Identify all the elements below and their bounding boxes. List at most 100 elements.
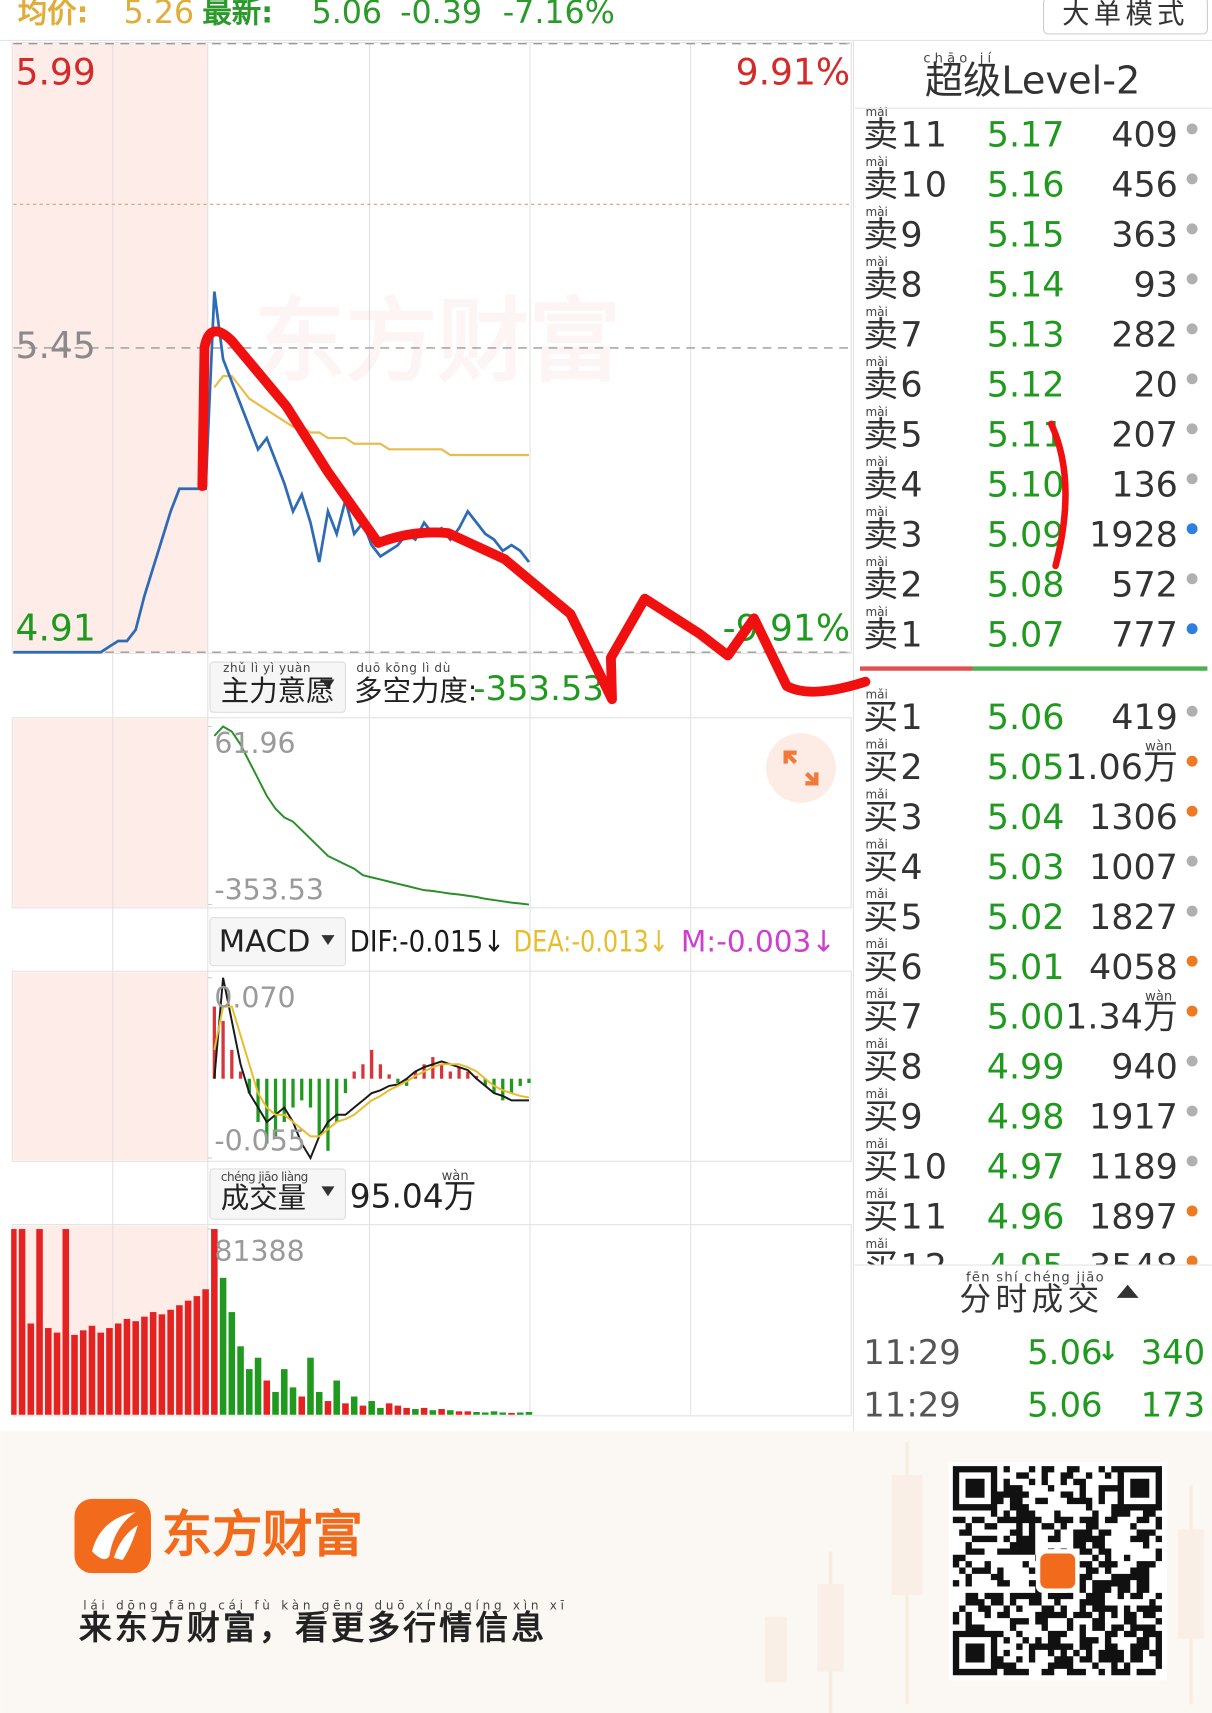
macd-bar: [300, 1078, 304, 1101]
expand-icon: [783, 750, 819, 786]
book-row-dot: [1186, 423, 1198, 435]
macd-bar: [387, 1074, 391, 1079]
book-row-volume: 282: [1111, 315, 1178, 355]
book-row-label: 买10: [863, 1148, 949, 1188]
book-row-label: 买6: [863, 948, 925, 988]
volume-bar: [482, 1412, 489, 1415]
book-row-label: 买2: [863, 748, 925, 788]
book-row-label: 买3: [863, 798, 925, 838]
indicator-line: [213, 725, 530, 906]
volume-bar: [368, 1401, 375, 1415]
indicator-value: -353.53: [473, 669, 604, 708]
volume-bar: [298, 1396, 306, 1415]
brand-logo-mark: [91, 1511, 138, 1561]
qr-code[interactable]: [952, 1466, 1162, 1676]
book-row-label: 买7: [863, 998, 925, 1038]
macd-bar: [457, 1067, 461, 1079]
macd-bar: [212, 1006, 216, 1079]
selector-label: 成交量: [221, 1182, 306, 1215]
macd-bar: [527, 1078, 531, 1084]
volume-bar: [228, 1312, 236, 1415]
book-row-price: 4.95: [987, 1248, 1065, 1288]
macd-bar: [474, 1075, 479, 1079]
book-row-dot: [1186, 955, 1198, 967]
book-row-dot: [1186, 623, 1198, 635]
indicator-label: 多空力度:: [354, 675, 477, 708]
book-row-label: 卖8: [863, 266, 925, 306]
volume-bar: [45, 1328, 52, 1415]
volume-bar: [36, 1229, 43, 1415]
book-row-volume: 1827: [1089, 898, 1178, 938]
trades-collapse[interactable]: [1116, 1284, 1139, 1298]
book-row-pinyin: mǎi: [865, 937, 887, 951]
book-row-dot: [1186, 1155, 1198, 1167]
macd-bar: [466, 1071, 470, 1079]
y-tick-label: 0.070: [214, 982, 295, 1015]
volume-bar: [429, 1410, 437, 1415]
mode-button-label[interactable]: 大单模式: [1062, 0, 1189, 30]
macd-bar: [343, 1078, 348, 1094]
volume-bars: [11, 1229, 533, 1415]
volume-bar: [246, 1369, 253, 1415]
book-row-dot: [1186, 905, 1198, 917]
indicator-selector[interactable]: [209, 661, 346, 713]
qr-logo: [1040, 1553, 1076, 1589]
macd-selector[interactable]: [209, 917, 346, 967]
volume-bar: [254, 1357, 262, 1415]
book-row-price: 5.05: [987, 748, 1065, 788]
macd-bar: [352, 1071, 356, 1079]
latest-label: 最新:: [202, 0, 273, 30]
book-row-pinyin: mài: [865, 455, 887, 469]
book-row-pinyin: mǎi: [865, 837, 887, 851]
volume-bar: [62, 1229, 70, 1415]
book-row-volume: 93: [1133, 266, 1177, 306]
book-row-price: 4.99: [987, 1048, 1065, 1088]
volume-bar: [525, 1412, 533, 1415]
book-row-pinyin: mǎi: [865, 787, 887, 801]
book-row-volume: 456: [1111, 166, 1178, 206]
book-row-pinyin: mǎi: [865, 1187, 887, 1201]
book-row-pinyin: mài: [865, 505, 887, 519]
book-row-label: 买8: [863, 1048, 925, 1088]
book-row-label: 买11: [863, 1198, 949, 1238]
volume-bar: [490, 1411, 498, 1415]
book-row-dot: [1186, 123, 1198, 135]
footer-decoration: [764, 1442, 1205, 1713]
volume-bar: [280, 1369, 288, 1415]
book-row-label: 卖3: [863, 515, 925, 555]
volume-selector[interactable]: [209, 1168, 346, 1220]
book-row-pinyin: mài: [865, 105, 887, 119]
book-row-volume: 409: [1111, 116, 1178, 156]
book-title-bar: [854, 41, 1212, 108]
book-row-dot: [1186, 805, 1198, 817]
book-row-label: 卖9: [863, 216, 925, 256]
macd-bar: [335, 1078, 339, 1122]
volume-bar: [114, 1323, 122, 1415]
mode-button[interactable]: [1042, 0, 1208, 35]
book-row-label: 卖11: [863, 116, 949, 156]
volume-bar: [272, 1391, 279, 1415]
expand-button[interactable]: [766, 733, 836, 803]
book-row-pinyin: mài: [865, 155, 887, 169]
y-tick-label: -353.53: [214, 873, 324, 906]
volume-bar: [464, 1411, 472, 1415]
book-row-volume: 1306: [1089, 798, 1178, 838]
trade-time: 11:29: [863, 1386, 961, 1425]
volume-bar: [202, 1289, 209, 1415]
volume-bar: [473, 1412, 480, 1415]
book-row-volume: 136: [1111, 465, 1178, 505]
volume-bar: [97, 1332, 105, 1415]
trade-arrow: ↓: [1097, 1337, 1119, 1367]
volume-bar: [237, 1346, 244, 1415]
volume-bar: [211, 1229, 218, 1415]
book-row-price: 4.96: [987, 1198, 1065, 1238]
book-row-dot: [1186, 1055, 1198, 1067]
selector-pinyin: zhǔ lì yì yuàn: [223, 661, 310, 675]
volume-bar: [193, 1296, 201, 1415]
volume-bar: [88, 1325, 96, 1415]
macd-bar: [370, 1049, 374, 1079]
macd-bar: [378, 1064, 383, 1079]
macd-bar: [247, 1078, 251, 1094]
macd-bar: [518, 1078, 522, 1086]
